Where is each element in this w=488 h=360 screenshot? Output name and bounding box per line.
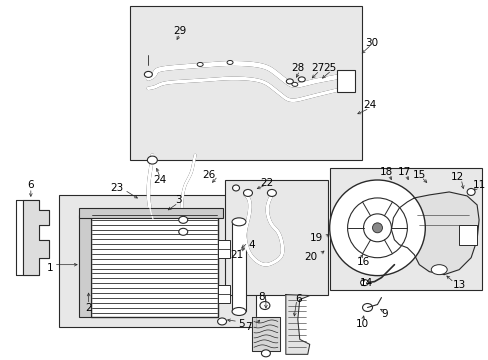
Ellipse shape bbox=[360, 280, 368, 285]
Circle shape bbox=[329, 180, 425, 276]
Text: 2: 2 bbox=[85, 302, 92, 312]
Text: 20: 20 bbox=[304, 252, 317, 262]
Text: 13: 13 bbox=[451, 280, 465, 289]
Bar bbox=[90, 215, 218, 318]
Ellipse shape bbox=[430, 265, 447, 275]
Ellipse shape bbox=[144, 71, 152, 77]
Circle shape bbox=[372, 223, 382, 233]
Polygon shape bbox=[285, 294, 309, 354]
Text: 21: 21 bbox=[229, 250, 243, 260]
Ellipse shape bbox=[298, 77, 305, 82]
Text: 11: 11 bbox=[471, 180, 485, 190]
Text: 19: 19 bbox=[309, 233, 322, 243]
Text: 14: 14 bbox=[359, 278, 372, 288]
Ellipse shape bbox=[291, 82, 297, 86]
Text: 4: 4 bbox=[247, 240, 254, 250]
Ellipse shape bbox=[267, 189, 276, 197]
Text: 24: 24 bbox=[153, 175, 166, 185]
Circle shape bbox=[363, 214, 390, 242]
Ellipse shape bbox=[243, 189, 252, 197]
Polygon shape bbox=[390, 192, 478, 275]
Ellipse shape bbox=[147, 156, 157, 164]
Bar bbox=[79, 208, 223, 218]
Text: 5: 5 bbox=[238, 319, 244, 329]
Ellipse shape bbox=[286, 79, 293, 84]
Text: 8: 8 bbox=[258, 292, 264, 302]
Bar bbox=[232, 222, 245, 311]
Text: 22: 22 bbox=[260, 178, 273, 188]
Bar bbox=[218, 285, 229, 302]
Circle shape bbox=[347, 198, 407, 258]
Bar bbox=[59, 195, 255, 328]
Text: 28: 28 bbox=[290, 63, 304, 73]
Bar bbox=[458, 225, 476, 245]
Text: 9: 9 bbox=[380, 310, 387, 319]
Ellipse shape bbox=[466, 189, 474, 195]
Text: 17: 17 bbox=[397, 167, 410, 177]
Text: 25: 25 bbox=[323, 63, 336, 73]
Bar bbox=[336, 71, 354, 92]
Text: 15: 15 bbox=[412, 170, 425, 180]
Ellipse shape bbox=[179, 228, 187, 235]
Text: 18: 18 bbox=[379, 167, 392, 177]
Ellipse shape bbox=[362, 303, 372, 311]
Text: 1: 1 bbox=[47, 263, 54, 273]
Text: 27: 27 bbox=[310, 63, 324, 73]
Polygon shape bbox=[23, 200, 49, 275]
Text: 12: 12 bbox=[449, 172, 463, 182]
Text: 3: 3 bbox=[175, 195, 181, 205]
Ellipse shape bbox=[232, 307, 245, 315]
Text: 16: 16 bbox=[356, 257, 369, 267]
Text: 26: 26 bbox=[202, 170, 215, 180]
Text: 6: 6 bbox=[294, 293, 301, 303]
Ellipse shape bbox=[232, 185, 239, 191]
Text: 30: 30 bbox=[364, 37, 377, 48]
Bar bbox=[224, 180, 327, 294]
Ellipse shape bbox=[260, 302, 269, 310]
Bar bbox=[130, 6, 361, 160]
Text: 10: 10 bbox=[355, 319, 368, 329]
Ellipse shape bbox=[217, 318, 226, 325]
Bar bbox=[329, 168, 481, 289]
Text: 23: 23 bbox=[110, 183, 123, 193]
Ellipse shape bbox=[226, 60, 233, 64]
Ellipse shape bbox=[261, 350, 270, 357]
Ellipse shape bbox=[179, 216, 187, 223]
Bar bbox=[218, 240, 229, 258]
Polygon shape bbox=[251, 318, 279, 351]
Text: 29: 29 bbox=[173, 26, 186, 36]
Ellipse shape bbox=[197, 62, 203, 67]
Text: 24: 24 bbox=[362, 100, 375, 110]
Ellipse shape bbox=[232, 218, 245, 226]
Bar bbox=[79, 215, 90, 318]
Text: 7: 7 bbox=[245, 323, 251, 332]
Text: 6: 6 bbox=[27, 180, 34, 190]
